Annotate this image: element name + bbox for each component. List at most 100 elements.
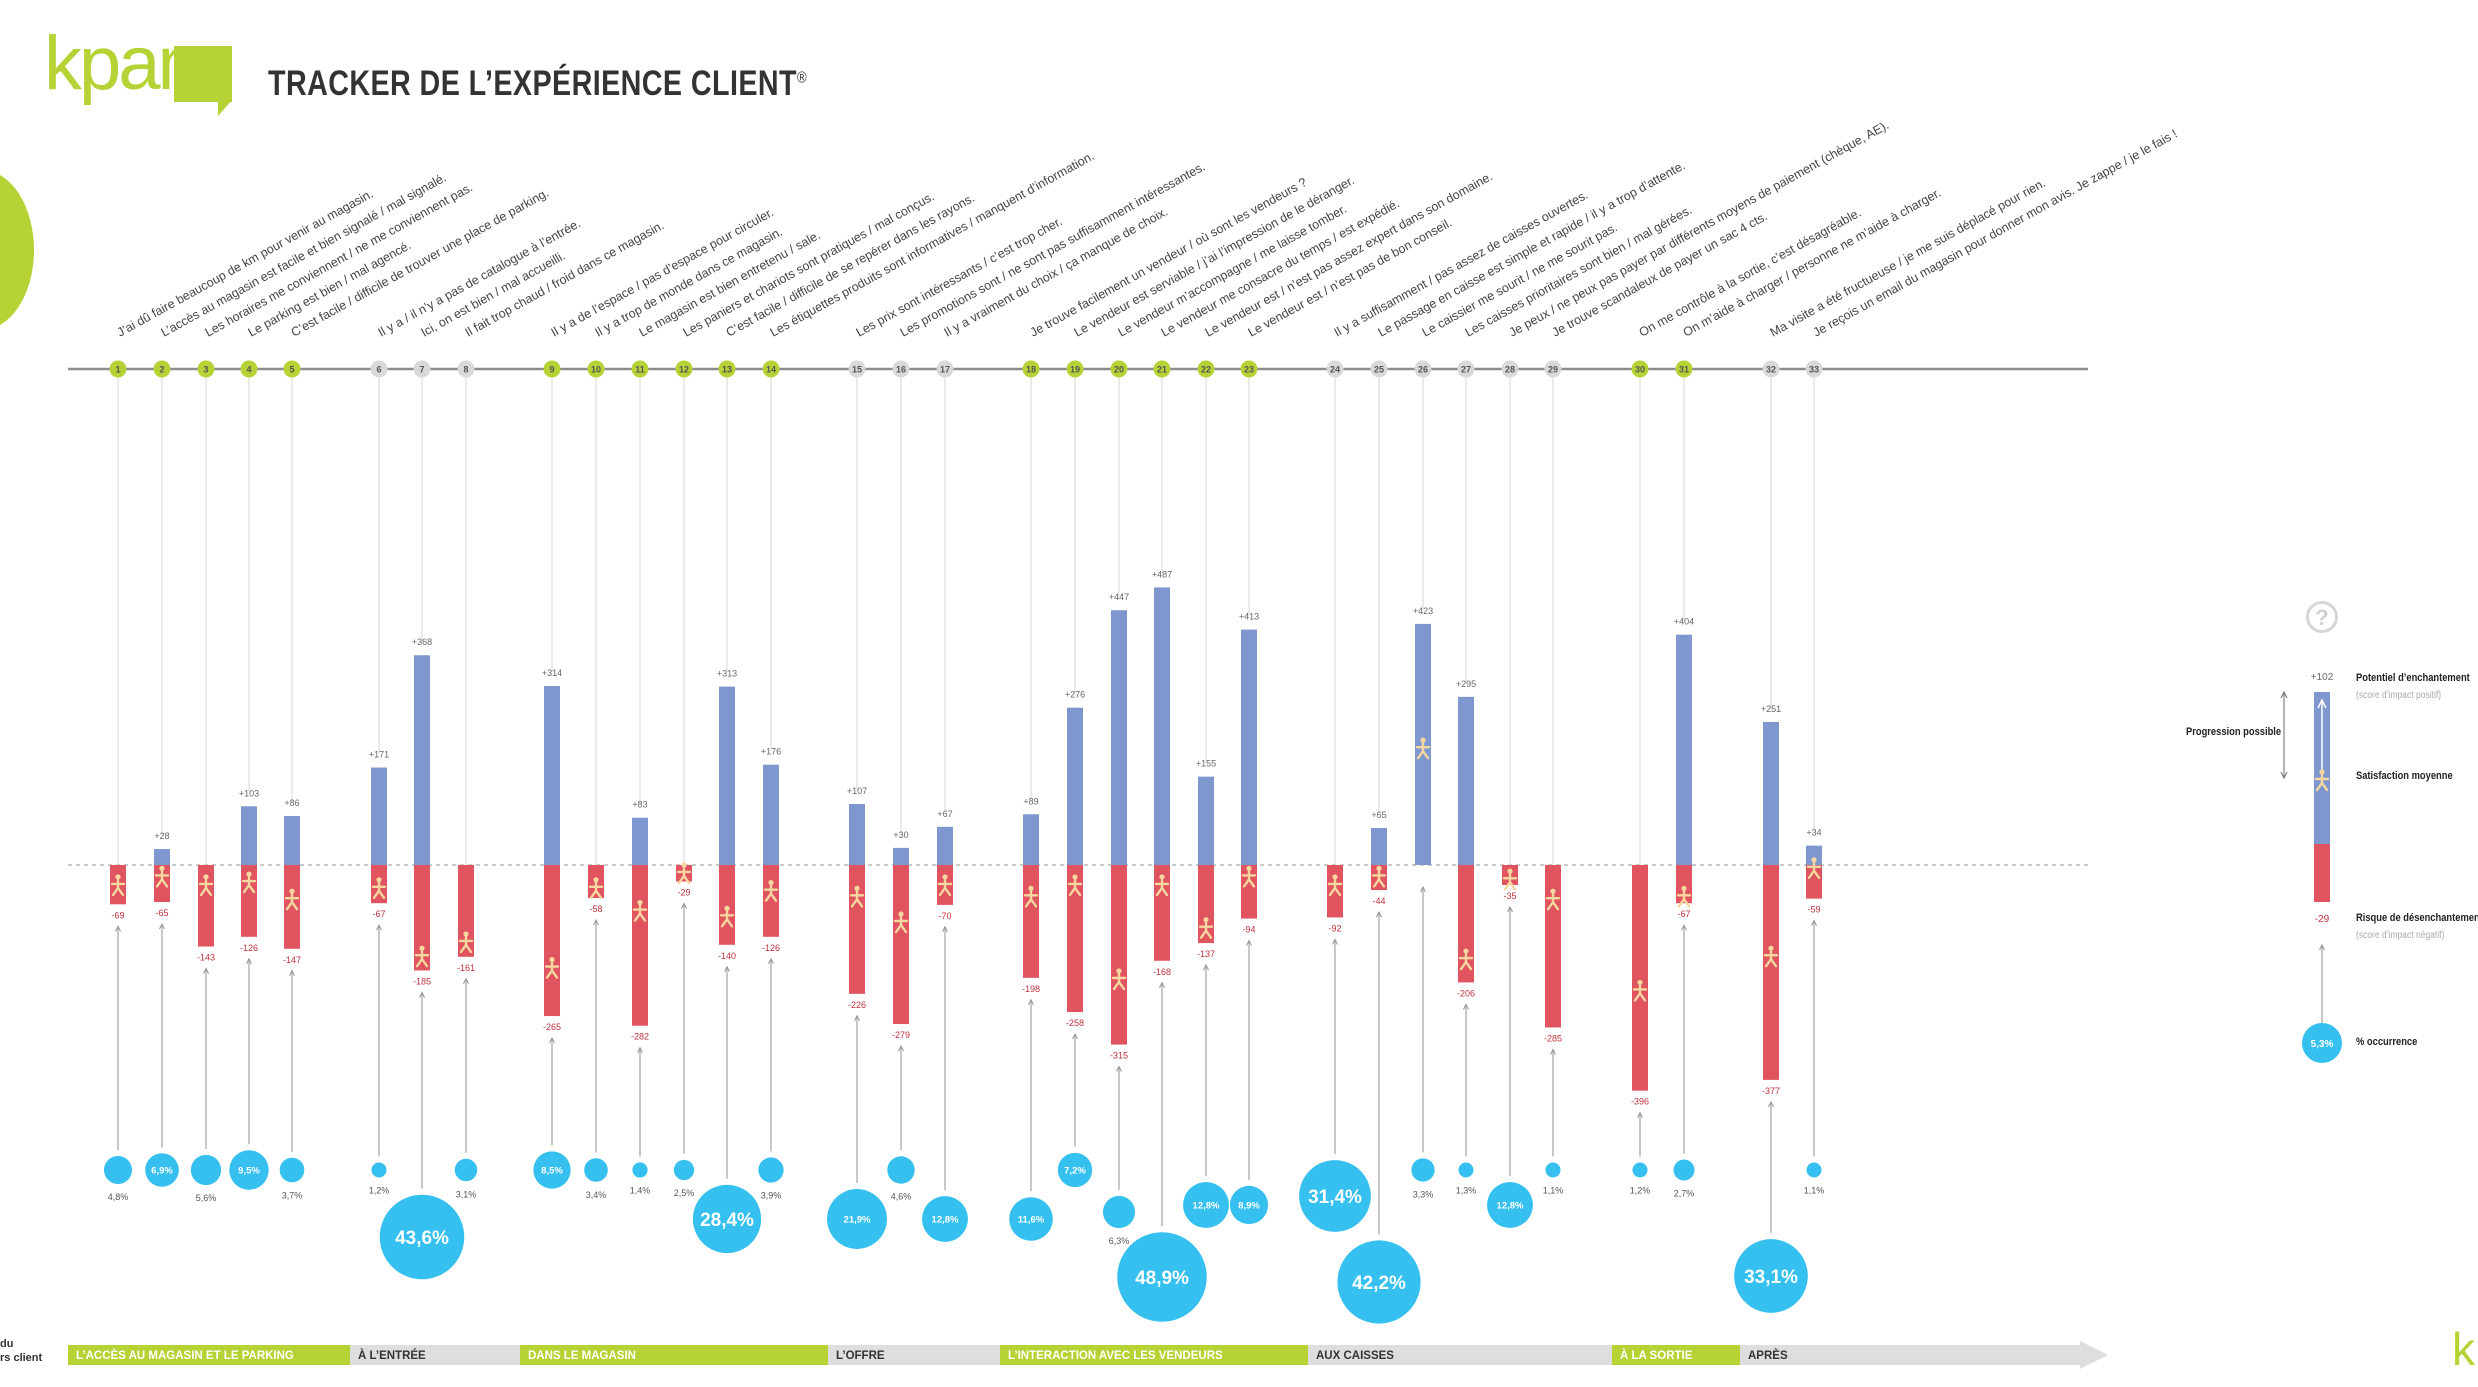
item-badge-16[interactable] [892, 360, 910, 378]
occurrence-bubble-29[interactable] [1545, 1162, 1561, 1178]
neg-bar-23[interactable] [1241, 865, 1257, 919]
occurrence-bubble-20[interactable] [1102, 1195, 1136, 1229]
item-badge-7[interactable] [413, 360, 431, 378]
item-badge-31[interactable] [1675, 360, 1693, 378]
neg-bar-20[interactable] [1111, 865, 1127, 1045]
item-badge-24[interactable] [1326, 360, 1344, 378]
item-badge-28[interactable] [1501, 360, 1519, 378]
pos-bar-5[interactable] [284, 815, 300, 865]
item-badge-27[interactable] [1457, 360, 1475, 378]
occurrence-bubble-26[interactable] [1411, 1158, 1435, 1182]
occurrence-bubble-1[interactable] [103, 1155, 133, 1185]
neg-bar-8[interactable] [458, 865, 474, 957]
occurrence-bubble-13[interactable] [692, 1184, 762, 1254]
pos-bar-31[interactable] [1676, 634, 1692, 865]
neg-bar-9[interactable] [544, 865, 560, 1017]
pos-bar-11[interactable] [632, 817, 648, 865]
occurrence-bubble-19[interactable] [1057, 1152, 1093, 1188]
occurrence-bubble-30[interactable] [1632, 1162, 1648, 1178]
occurrence-bubble-24[interactable] [1299, 1160, 1371, 1232]
item-badge-3[interactable] [197, 360, 215, 378]
item-badge-10[interactable] [587, 360, 605, 378]
occurrence-bubble-11[interactable] [632, 1162, 648, 1178]
pos-bar-23[interactable] [1241, 629, 1257, 865]
item-badge-9[interactable] [543, 360, 561, 378]
occurrence-bubble-31[interactable] [1673, 1159, 1695, 1181]
pos-bar-22[interactable] [1198, 776, 1214, 865]
pos-bar-25[interactable] [1371, 827, 1387, 865]
item-badge-32[interactable] [1762, 360, 1780, 378]
pos-bar-2[interactable] [154, 849, 170, 865]
item-badge-15[interactable] [848, 360, 866, 378]
pos-bar-19[interactable] [1067, 707, 1083, 865]
item-badge-20[interactable] [1110, 360, 1128, 378]
item-badge-4[interactable] [240, 360, 258, 378]
occurrence-bubble-18[interactable] [1009, 1197, 1053, 1241]
item-badge-5[interactable] [283, 360, 301, 378]
help-icon[interactable]: ? [2306, 601, 2338, 633]
neg-bar-27[interactable] [1458, 865, 1474, 983]
neg-bar-19[interactable] [1067, 865, 1083, 1013]
item-badge-33[interactable] [1805, 360, 1823, 378]
pos-bar-7[interactable] [414, 655, 430, 865]
occurrence-bubble-12[interactable] [673, 1159, 695, 1181]
neg-bar-14[interactable] [763, 865, 779, 937]
pos-bar-14[interactable] [763, 764, 779, 865]
occurrence-bubble-16[interactable] [887, 1156, 915, 1184]
neg-bar-4[interactable] [241, 865, 257, 937]
occurrence-bubble-25[interactable] [1337, 1240, 1421, 1324]
occurrence-bubble-32[interactable] [1734, 1239, 1808, 1313]
pos-bar-21[interactable] [1154, 587, 1170, 865]
occurrence-bubble-9[interactable] [533, 1151, 571, 1189]
pos-bar-15[interactable] [849, 804, 865, 865]
neg-bar-5[interactable] [284, 865, 300, 949]
item-badge-13[interactable] [718, 360, 736, 378]
occurrence-bubble-7[interactable] [379, 1194, 465, 1280]
item-badge-26[interactable] [1414, 360, 1432, 378]
pos-bar-16[interactable] [893, 847, 909, 865]
occurrence-bubble-10[interactable] [584, 1158, 608, 1182]
neg-bar-33[interactable] [1806, 865, 1822, 899]
occurrence-bubble-27[interactable] [1458, 1162, 1474, 1178]
item-badge-18[interactable] [1022, 360, 1040, 378]
item-badge-19[interactable] [1066, 360, 1084, 378]
item-badge-21[interactable] [1153, 360, 1171, 378]
occurrence-bubble-5[interactable] [279, 1157, 305, 1183]
pos-bar-17[interactable] [937, 826, 953, 865]
occurrence-bubble-33[interactable] [1806, 1162, 1822, 1178]
occurrence-bubble-4[interactable] [229, 1150, 269, 1190]
occurrence-bubble-28[interactable] [1487, 1182, 1533, 1228]
neg-bar-32[interactable] [1763, 865, 1779, 1080]
neg-bar-29[interactable] [1545, 865, 1561, 1028]
pos-bar-6[interactable] [371, 767, 387, 865]
pos-bar-33[interactable] [1806, 845, 1822, 865]
item-badge-25[interactable] [1370, 360, 1388, 378]
neg-bar-24[interactable] [1327, 865, 1343, 918]
occurrence-bubble-3[interactable] [190, 1154, 222, 1186]
neg-bar-16[interactable] [893, 865, 909, 1025]
item-badge-17[interactable] [936, 360, 954, 378]
pos-bar-9[interactable] [544, 686, 560, 865]
item-badge-6[interactable] [370, 360, 388, 378]
item-badge-2[interactable] [153, 360, 171, 378]
item-badge-22[interactable] [1197, 360, 1215, 378]
item-badge-29[interactable] [1544, 360, 1562, 378]
neg-bar-31[interactable] [1676, 865, 1692, 904]
occurrence-bubble-23[interactable] [1229, 1185, 1269, 1225]
occurrence-bubble-6[interactable] [371, 1162, 387, 1178]
item-badge-1[interactable] [109, 360, 127, 378]
occurrence-bubble-14[interactable] [758, 1157, 784, 1183]
item-badge-30[interactable] [1631, 360, 1649, 378]
pos-bar-4[interactable] [241, 806, 257, 865]
neg-bar-18[interactable] [1023, 865, 1039, 978]
pos-bar-27[interactable] [1458, 696, 1474, 865]
neg-bar-15[interactable] [849, 865, 865, 994]
item-badge-14[interactable] [762, 360, 780, 378]
pos-bar-18[interactable] [1023, 814, 1039, 865]
occurrence-bubble-2[interactable] [145, 1153, 179, 1187]
item-badge-12[interactable] [675, 360, 693, 378]
item-badge-11[interactable] [631, 360, 649, 378]
pos-bar-13[interactable] [719, 686, 735, 865]
item-badge-8[interactable] [457, 360, 475, 378]
neg-bar-13[interactable] [719, 865, 735, 945]
